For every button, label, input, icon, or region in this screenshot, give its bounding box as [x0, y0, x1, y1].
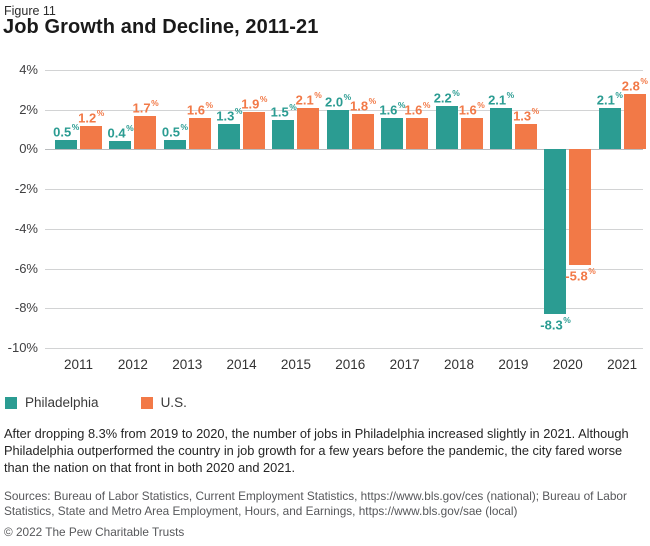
- copyright: © 2022 The Pew Charitable Trusts: [4, 525, 185, 539]
- bar-us-2018: [460, 117, 483, 150]
- gridline-4: [45, 70, 643, 71]
- value-label-philadelphia-2020: -8.3%: [540, 315, 571, 333]
- gridline--4: [45, 228, 643, 230]
- value-label-us-2018: 1.6%: [458, 99, 485, 117]
- bar-philadelphia-2016: [326, 109, 349, 150]
- bar-philadelphia-2015: [272, 119, 295, 150]
- x-tick-2019: 2019: [498, 357, 529, 372]
- x-tick-2020: 2020: [552, 357, 583, 372]
- legend-item-philadelphia: Philadelphia: [5, 395, 99, 410]
- value-label-philadelphia-2017: 1.6%: [379, 99, 406, 117]
- value-label-us-2021: 2.8%: [621, 75, 648, 94]
- bar-philadelphia-2019: [489, 107, 512, 150]
- bar-us-2017: [406, 117, 429, 150]
- value-label-us-2013: 1.6%: [186, 99, 214, 117]
- value-label-us-2017: 1.6%: [404, 99, 431, 117]
- gridline--10: [45, 348, 643, 349]
- y-tick--4: -4%: [14, 220, 38, 236]
- gridline--8: [45, 308, 643, 310]
- bar-us-2015: [297, 107, 320, 150]
- y-tick-4: 4%: [19, 62, 38, 77]
- bar-philadelphia-2021: [598, 107, 621, 150]
- value-label-us-2016: 1.8%: [349, 95, 377, 113]
- x-tick-2012: 2012: [117, 357, 148, 372]
- value-label-philadelphia-2016: 2.0%: [324, 91, 352, 110]
- x-tick-2018: 2018: [444, 357, 475, 372]
- bar-us-2014: [243, 111, 266, 150]
- value-label-philadelphia-2018: 2.2%: [433, 87, 460, 106]
- bar-us-2016: [351, 113, 374, 150]
- x-tick-2014: 2014: [226, 357, 257, 372]
- value-label-us-2015: 2.1%: [295, 89, 322, 108]
- gridline--2: [45, 189, 643, 191]
- bar-us-2020: [569, 149, 592, 265]
- value-label-philadelphia-2021: 2.1%: [596, 89, 623, 108]
- philadelphia-swatch: [5, 396, 17, 409]
- value-label-philadelphia-2012: 0.4%: [107, 123, 134, 141]
- y-tick-0: 0%: [19, 141, 38, 157]
- caption: After dropping 8.3% from 2019 to 2020, t…: [4, 426, 629, 475]
- x-tick-2013: 2013: [172, 357, 203, 372]
- bar-philadelphia-2012: [109, 141, 132, 150]
- bar-philadelphia-2018: [435, 105, 458, 150]
- gridline--6: [45, 268, 643, 270]
- value-label-us-2020: -5.8%: [565, 265, 596, 283]
- bar-us-2013: [188, 117, 211, 150]
- value-label-philadelphia-2019: 2.1%: [488, 89, 515, 108]
- bar-philadelphia-2020: [544, 149, 567, 315]
- plot-area: 0.5% 1.2% 0.4% 1.7% 0.5% 1.6% 1.3% 1.9% 1.5% 2.1%…: [45, 70, 648, 349]
- bar-us-2021: [623, 93, 646, 150]
- y-tick--10: -10%: [7, 340, 38, 355]
- y-tick-2: 2%: [19, 101, 38, 117]
- value-label-philadelphia-2014: 1.3%: [216, 105, 243, 123]
- value-label-us-2011: 1.2%: [78, 107, 105, 125]
- x-tick-2016: 2016: [335, 357, 366, 372]
- legend-label-us: U.S.: [160, 395, 187, 410]
- value-label-philadelphia-2013: 0.5%: [161, 121, 189, 139]
- bar-philadelphia-2013: [163, 139, 186, 150]
- value-label-us-2014: 1.9%: [241, 93, 268, 112]
- y-tick--2: -2%: [14, 181, 38, 197]
- bar-us-2019: [514, 123, 537, 150]
- y-tick--8: -8%: [14, 300, 38, 316]
- legend-item-us: U.S.: [140, 395, 187, 410]
- legend-label-philadelphia: Philadelphia: [25, 395, 99, 410]
- gridline-0: [45, 149, 643, 151]
- y-tick--6: -6%: [14, 260, 38, 276]
- legend: Philadelphia U.S.: [5, 395, 187, 410]
- x-tick-2017: 2017: [389, 357, 420, 372]
- sources: Sources: Bureau of Labor Statistics, Cur…: [4, 489, 627, 519]
- bar-chart: 0.5% 1.2% 0.4% 1.7% 0.5% 1.6% 1.3% 1.9% 1.5% 2.1%…: [0, 62, 650, 380]
- bar-philadelphia-2017: [381, 117, 404, 150]
- bar-us-2011: [80, 125, 102, 150]
- value-label-philadelphia-2011: 0.5%: [53, 121, 80, 139]
- bar-philadelphia-2014: [218, 123, 241, 150]
- value-label-us-2019: 1.3%: [513, 105, 540, 123]
- chart-title: Job Growth and Decline, 2011-21: [3, 16, 319, 38]
- value-label-philadelphia-2015: 1.5%: [270, 101, 297, 119]
- value-label-us-2012: 1.7%: [132, 97, 159, 115]
- x-tick-2015: 2015: [280, 357, 311, 372]
- x-tick-2021: 2021: [607, 357, 638, 372]
- x-tick-2011: 2011: [63, 357, 94, 372]
- us-swatch: [140, 396, 153, 409]
- bar-us-2012: [134, 115, 157, 150]
- bar-philadelphia-2011: [55, 139, 77, 150]
- figure-label: Figure 11: [4, 4, 56, 18]
